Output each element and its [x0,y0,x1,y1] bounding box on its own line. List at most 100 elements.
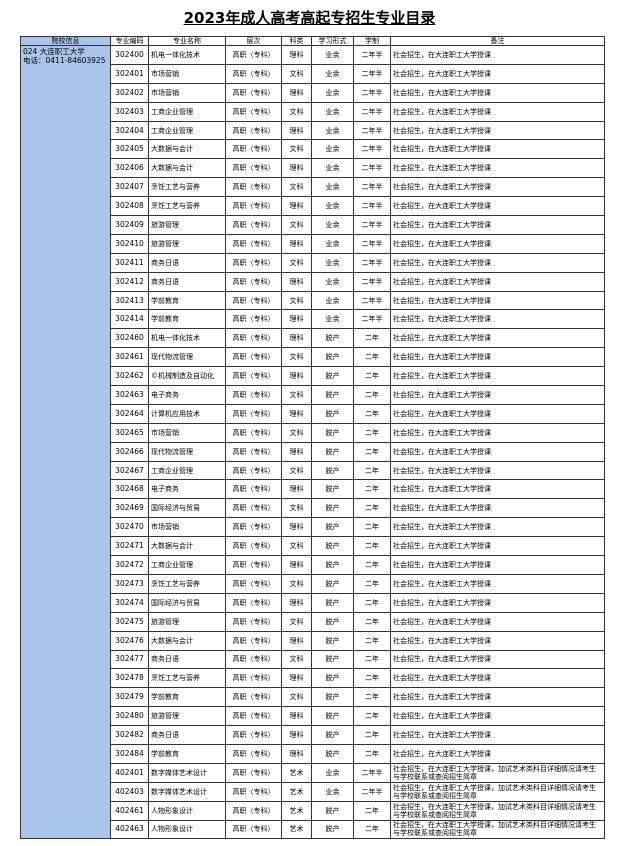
major-code: 302403 [110,101,149,122]
major-code: 402401 [110,762,149,783]
table-row: 302473 烹饪工艺与营养 高职（专科） 文科 脱产 二年 社会招生，在大连职工大学授课 [21,573,605,594]
remark: 社会招生，在大连职工大学授课 [390,366,605,387]
study-form: 脱产 [311,819,354,840]
remark: 社会招生，在大连职工大学授课 [390,498,605,519]
duration: 二年 [353,743,391,764]
subject: 文科 [281,63,312,84]
subject: 理科 [281,441,312,462]
level: 高职（专科） [225,139,282,160]
level: 高职（专科） [225,120,282,141]
duration: 二年半 [353,177,391,198]
remark: 社会招生，在大连职工大学授课 [390,441,605,462]
major-name: 现代物流管理 [148,441,226,462]
duration: 二年 [353,573,391,594]
major-code: 302472 [110,555,149,575]
duration: 二年 [353,422,391,443]
duration: 二年 [353,385,391,405]
study-form: 业余 [311,252,354,273]
table-row: 302404 工商企业管理 高职（专科） 理科 业余 二年半 社会招生，在大连职工大学授课 [21,120,605,141]
study-form: 脱产 [311,800,354,821]
subject: 文科 [281,536,312,557]
level: 高职（专科） [225,781,282,802]
major-name: 工商企业管理 [148,460,226,481]
level: 高职（专科） [225,101,282,122]
major-code: 302469 [110,498,149,519]
duration: 二年 [353,555,391,575]
major-name: 大数据与会计 [148,630,226,651]
level: 高职（专科） [225,743,282,764]
subject: 理科 [281,630,312,651]
study-form: 脱产 [311,366,354,387]
subject: 艺术 [281,800,312,821]
subject: 艺术 [281,762,312,783]
major-code: 302406 [110,158,149,179]
level: 高职（专科） [225,422,282,443]
duration: 二年半 [353,309,391,330]
major-name: 大数据与会计 [148,158,226,179]
subject: 理科 [281,706,312,727]
remark: 社会招生，在大连职工大学授课 [390,517,605,538]
major-name: 大数据与会计 [148,139,226,160]
school-phone: 电话：0411-84603925 [23,56,106,65]
major-name: 电子商务 [148,385,226,405]
subject: 理科 [281,196,312,217]
major-code: 302400 [110,45,149,65]
title: 2023年成人高考高起专招生专业目录 [0,7,619,28]
major-code: 302464 [110,403,149,424]
study-form: 业余 [311,215,354,235]
major-code: 302471 [110,536,149,557]
major-code: 302413 [110,290,149,311]
duration: 二年 [353,460,391,481]
major-code: 302405 [110,139,149,160]
level: 高职（专科） [225,63,282,84]
study-form: 业余 [311,762,354,783]
subject: 理科 [281,309,312,330]
remark: 社会招生，在大连职工大学授课 [390,743,605,764]
remark: 社会招生，在大连职工大学授课 [390,82,605,103]
remark: 社会招生，在大连职工大学授课 [390,668,605,689]
study-form: 脱产 [311,517,354,538]
table-row: 302482 商务日语 高职（专科） 理科 脱产 二年 社会招生，在大连职工大学授课 [21,725,605,745]
study-form: 脱产 [311,611,354,632]
duration: 二年半 [353,271,391,292]
subject: 理科 [281,120,312,141]
remark: 社会招生，在大连职工大学授课 [390,573,605,594]
major-name: 学前教育 [148,309,226,330]
duration: 二年半 [353,63,391,84]
major-name: 市场营销 [148,517,226,538]
subject: 理科 [281,82,312,103]
major-name: 市场营销 [148,63,226,84]
major-code: 302468 [110,479,149,500]
table-row: 302411 商务日语 高职（专科） 文科 业余 二年半 社会招生，在大连职工大学授课 [21,252,605,273]
level: 高职（专科） [225,762,282,783]
remark: 社会招生，在大连职工大学授课，加试艺术类科目详细情况请考生与学校联系或查阅招生简… [390,800,605,821]
major-name: 旅游管理 [148,611,226,632]
subject: 理科 [281,668,312,689]
study-form: 脱产 [311,328,354,349]
table-row: 302480 旅游管理 高职（专科） 理科 脱产 二年 社会招生，在大连职工大学授课 [21,706,605,727]
study-form: 脱产 [311,498,354,519]
subject: 理科 [281,743,312,764]
major-name: 数字媒体艺术设计 [148,781,226,802]
duration: 二年半 [353,215,391,235]
level: 高职（专科） [225,271,282,292]
major-name: ©机械制造及自动化 [148,366,226,387]
subject: 理科 [281,45,312,65]
study-form: 业余 [311,309,354,330]
study-form: 业余 [311,177,354,198]
subject: 理科 [281,158,312,179]
subject: 理科 [281,403,312,424]
level: 高职（专科） [225,309,282,330]
study-form: 业余 [311,45,354,65]
table-row: 402461 人物形象设计 高职（专科） 艺术 脱产 二年 社会招生，在大连职工大学授课，加… [21,800,605,821]
duration: 二年 [353,611,391,632]
subject: 理科 [281,271,312,292]
level: 高职（专科） [225,252,282,273]
subject: 文科 [281,687,312,708]
table-row: 302472 工商企业管理 高职（专科） 理科 脱产 二年 社会招生，在大连职工大学授课 [21,555,605,575]
duration: 二年 [353,403,391,424]
remark: 社会招生，在大连职工大学授课 [390,687,605,708]
subject: 文科 [281,385,312,405]
table-row: 302476 大数据与会计 高职（专科） 理科 脱产 二年 社会招生，在大连职工大学授课 [21,630,605,651]
remark: 社会招生，在大连职工大学授课 [390,630,605,651]
